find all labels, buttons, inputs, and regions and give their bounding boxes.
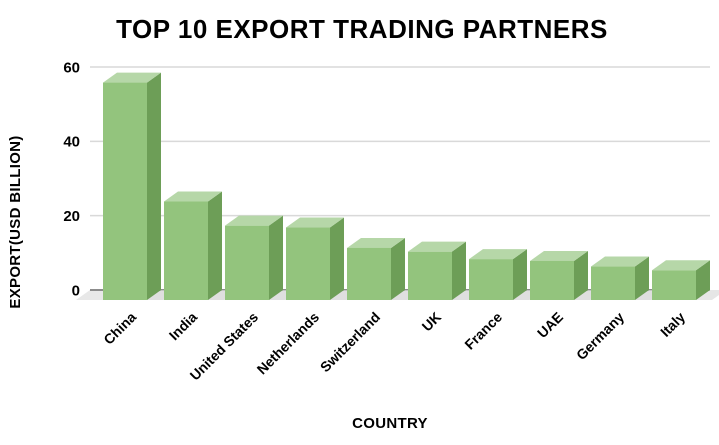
bar-uk bbox=[408, 241, 482, 300]
bar-front-face bbox=[469, 259, 513, 300]
bar-front-face bbox=[164, 201, 208, 300]
y-tick-0: 0 bbox=[72, 282, 80, 299]
bar-front-face bbox=[225, 225, 269, 300]
bar-top-face bbox=[225, 215, 283, 226]
bar-top-face bbox=[347, 237, 405, 248]
category-label-germany: Germany bbox=[573, 309, 627, 363]
category-label-uae: UAE bbox=[534, 309, 566, 341]
bar-front-face bbox=[408, 251, 452, 300]
bar-side-face bbox=[330, 217, 344, 300]
bar-front-face bbox=[652, 270, 696, 300]
bar-front-face bbox=[286, 227, 330, 300]
y-axis-title: EXPORT(USD BILLION) bbox=[7, 135, 24, 308]
y-tick-labels: 0 20 40 60 bbox=[63, 59, 80, 299]
bars bbox=[103, 72, 719, 300]
category-label-france: France bbox=[461, 309, 505, 353]
category-label-netherlands: Netherlands bbox=[254, 309, 323, 378]
category-label-uk: UK bbox=[418, 309, 444, 335]
bar-front-face bbox=[530, 260, 574, 300]
bar-united-states bbox=[225, 215, 299, 300]
bar-front-face bbox=[103, 82, 147, 300]
bar-shadow bbox=[696, 290, 719, 300]
bar-top-face bbox=[469, 249, 527, 260]
x-axis-title: COUNTRY bbox=[352, 415, 428, 432]
bar-side-face bbox=[391, 237, 405, 300]
bar-netherlands bbox=[286, 217, 360, 300]
bar-side-face bbox=[147, 72, 161, 300]
bar-front-face bbox=[347, 247, 391, 300]
bar-side-face bbox=[208, 191, 222, 300]
y-tick-40: 40 bbox=[63, 134, 80, 151]
bar-top-face bbox=[286, 217, 344, 228]
bar-switzerland bbox=[347, 237, 421, 300]
bar-top-face bbox=[591, 256, 649, 267]
y-tick-60: 60 bbox=[63, 59, 80, 76]
category-label-switzerland: Switzerland bbox=[317, 309, 383, 375]
bar-side-face bbox=[696, 260, 710, 300]
bar-italy bbox=[652, 260, 719, 300]
y-tick-20: 20 bbox=[63, 208, 80, 225]
bar-top-face bbox=[530, 250, 588, 261]
bar-france bbox=[469, 249, 543, 300]
bar-front-face bbox=[591, 266, 635, 300]
bar-top-face bbox=[164, 191, 222, 202]
bar-top-face bbox=[652, 260, 710, 271]
bar-top-face bbox=[103, 72, 161, 83]
bar-side-face bbox=[574, 250, 588, 300]
category-label-italy: Italy bbox=[657, 309, 688, 340]
category-label-china: China bbox=[100, 309, 139, 348]
chart-title: TOP 10 EXPORT TRADING PARTNERS bbox=[116, 14, 608, 44]
category-label-india: India bbox=[166, 309, 201, 344]
bar-side-face bbox=[513, 249, 527, 300]
bar-side-face bbox=[452, 241, 466, 300]
bar-uae bbox=[530, 250, 604, 300]
bar-top-face bbox=[408, 241, 466, 252]
bar-side-face bbox=[635, 256, 649, 300]
bar-china bbox=[103, 72, 177, 300]
bar-side-face bbox=[269, 215, 283, 300]
